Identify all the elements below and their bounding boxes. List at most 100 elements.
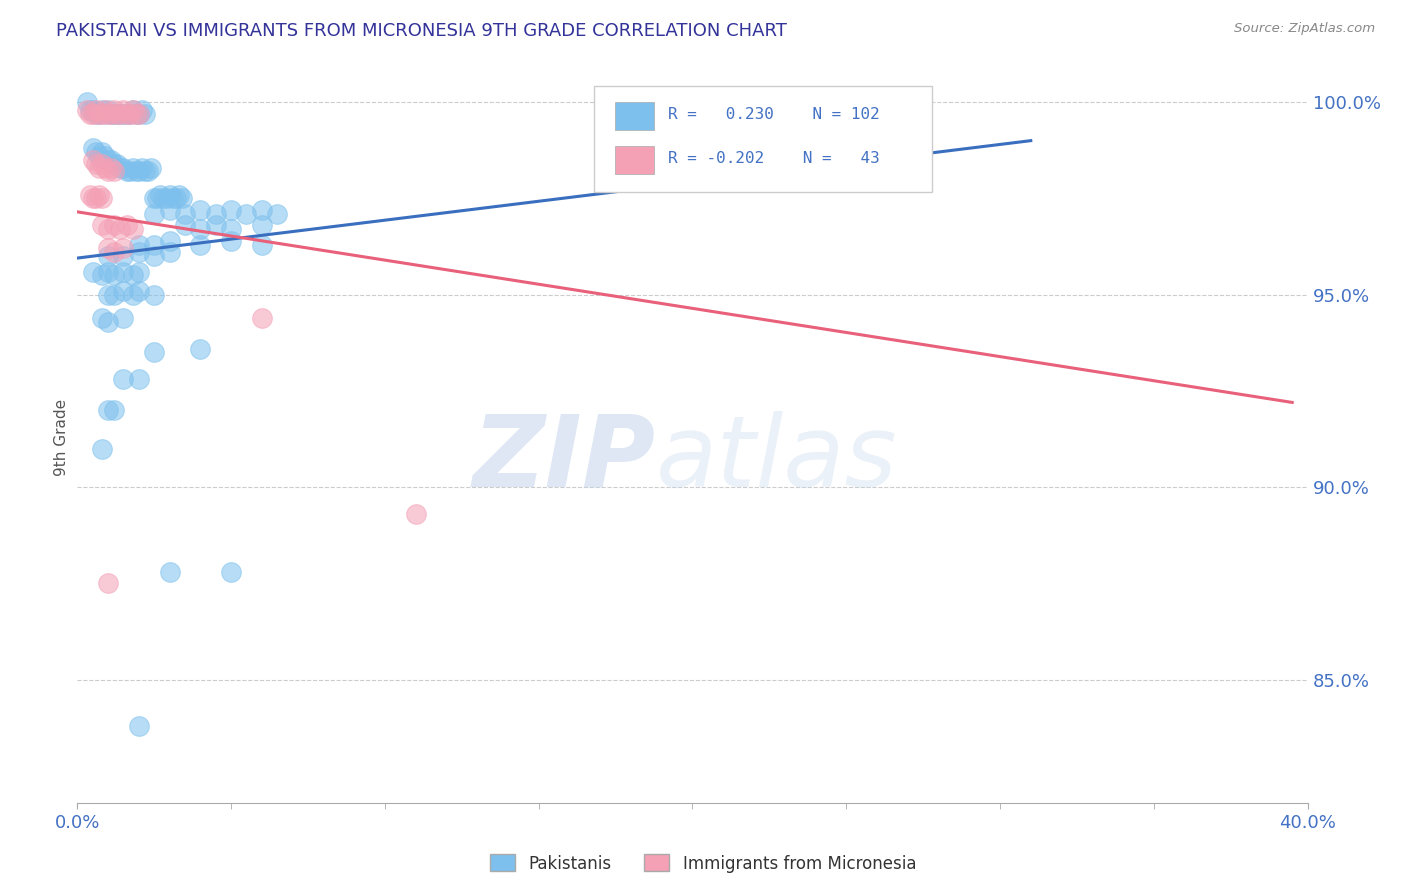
Point [250, 219, 273, 233]
Point [143, 207, 166, 221]
Point [97, 315, 120, 329]
Point [103, 103, 125, 117]
Point [204, 219, 226, 233]
Point [103, 157, 125, 171]
Point [110, 106, 132, 120]
Point [118, 164, 141, 178]
Legend: Pakistanis, Immigrants from Micronesia: Pakistanis, Immigrants from Micronesia [484, 847, 922, 880]
Point [87, 106, 110, 120]
Point [110, 161, 132, 175]
Point [115, 106, 138, 120]
Point [143, 191, 166, 205]
Text: atlas: atlas [655, 410, 897, 508]
Point [105, 157, 128, 171]
Point [266, 207, 288, 221]
Point [250, 310, 273, 325]
Point [174, 207, 197, 221]
Point [97, 103, 120, 117]
Point [82, 141, 104, 155]
Text: Source: ZipAtlas.com: Source: ZipAtlas.com [1234, 22, 1375, 36]
Point [103, 403, 125, 417]
Point [90, 103, 114, 117]
Y-axis label: 9th Grade: 9th Grade [53, 399, 69, 475]
Point [76, 95, 98, 110]
Point [146, 191, 169, 205]
Point [90, 310, 114, 325]
Text: R = -0.202    N =   43: R = -0.202 N = 43 [668, 151, 880, 166]
Point [174, 219, 197, 233]
Point [118, 106, 141, 120]
Point [188, 202, 212, 217]
Point [97, 164, 120, 178]
Point [100, 153, 122, 167]
Point [97, 249, 120, 263]
Point [87, 149, 110, 163]
Text: R =   0.230    N = 102: R = 0.230 N = 102 [668, 107, 880, 122]
Point [94, 161, 117, 175]
Point [84, 191, 107, 205]
Point [84, 106, 107, 120]
Point [159, 187, 181, 202]
Point [105, 106, 128, 120]
Point [136, 164, 159, 178]
Point [125, 106, 148, 120]
Bar [614, 102, 654, 130]
FancyBboxPatch shape [595, 86, 932, 192]
Point [82, 153, 104, 167]
Point [84, 103, 107, 117]
Text: ZIP: ZIP [472, 410, 655, 508]
Point [128, 372, 150, 386]
Point [112, 264, 135, 278]
Point [90, 157, 114, 171]
Point [159, 234, 181, 248]
Point [103, 106, 125, 120]
Point [149, 187, 172, 202]
Point [188, 237, 212, 252]
Point [115, 164, 138, 178]
Point [141, 161, 163, 175]
Point [219, 234, 242, 248]
Point [134, 164, 156, 178]
Point [76, 103, 98, 117]
Point [79, 106, 101, 120]
Point [131, 161, 153, 175]
Point [97, 242, 120, 256]
Point [128, 106, 150, 120]
Point [97, 576, 120, 591]
Point [97, 264, 120, 278]
Point [128, 245, 150, 260]
Point [90, 219, 114, 233]
Point [82, 191, 104, 205]
Point [97, 222, 120, 236]
Point [162, 191, 184, 205]
Point [143, 237, 166, 252]
Point [115, 219, 138, 233]
Point [219, 565, 242, 579]
Point [84, 145, 107, 160]
Point [103, 245, 125, 260]
Point [121, 161, 143, 175]
Point [100, 106, 122, 120]
Point [250, 202, 273, 217]
Point [143, 287, 166, 301]
Point [112, 106, 135, 120]
Point [143, 249, 166, 263]
Point [100, 161, 122, 175]
Point [103, 268, 125, 283]
Point [112, 372, 135, 386]
Point [110, 222, 132, 236]
Point [152, 191, 174, 205]
Point [103, 287, 125, 301]
Point [112, 103, 135, 117]
Point [125, 164, 148, 178]
Point [100, 106, 122, 120]
Point [94, 103, 117, 117]
Point [188, 342, 212, 356]
Point [128, 164, 150, 178]
Point [90, 145, 114, 160]
Point [235, 207, 257, 221]
Text: PAKISTANI VS IMMIGRANTS FROM MICRONESIA 9TH GRADE CORRELATION CHART: PAKISTANI VS IMMIGRANTS FROM MICRONESIA … [56, 22, 787, 40]
Point [159, 202, 181, 217]
Point [134, 106, 156, 120]
Point [97, 106, 120, 120]
